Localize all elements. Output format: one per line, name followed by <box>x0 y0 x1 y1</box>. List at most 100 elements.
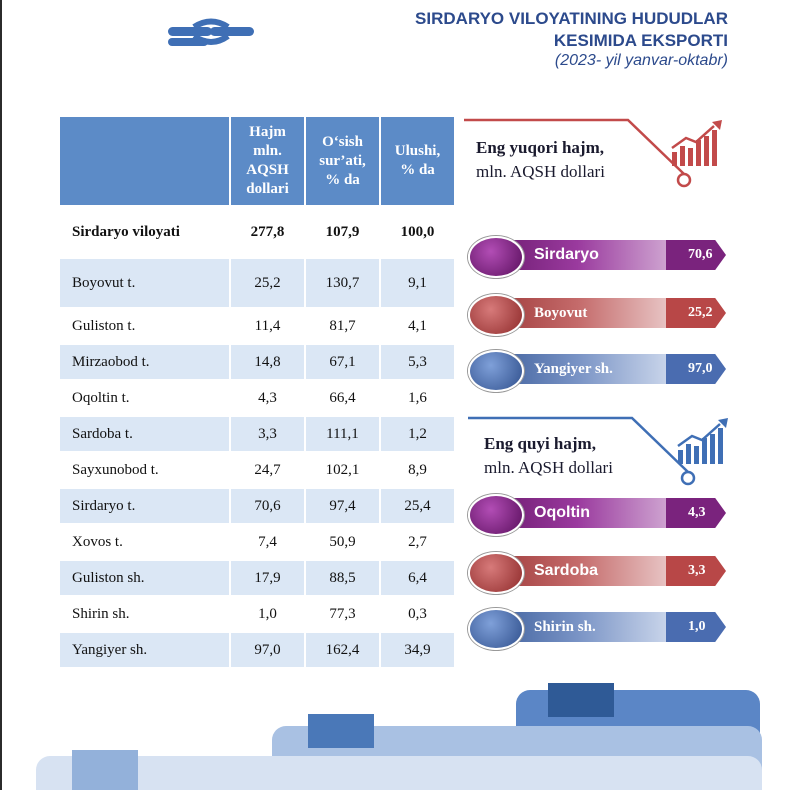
cell-growth: 97,4 <box>305 487 381 524</box>
cell-growth: 107,9 <box>305 205 381 258</box>
ribbon-value-box <box>666 498 726 528</box>
table-row: Oqoltin t. 4,3 66,4 1,6 <box>60 379 456 416</box>
cell-growth: 111,1 <box>305 415 381 452</box>
page-title: SIRDARYO VILOYATINING HUDUDLAR KESIMIDA … <box>415 9 728 50</box>
table-row: Sirdaryo t. 70,6 97,4 25,4 <box>60 487 456 524</box>
cell-volume: 7,4 <box>230 523 306 560</box>
rising-bar-chart-icon <box>677 418 728 464</box>
cell-share: 0,3 <box>380 595 456 632</box>
cell-volume: 17,9 <box>230 559 306 596</box>
ribbon-circle-icon <box>468 608 524 650</box>
cell-share: 6,4 <box>380 559 456 596</box>
rising-bar-chart-icon <box>671 120 722 166</box>
table-row: Yangiyer sh. 97,0 162,4 34,9 <box>60 631 456 667</box>
ribbon-circle-icon <box>468 294 524 336</box>
ribbon-label: Shirin sh. <box>534 619 596 635</box>
cell-name: Sardoba t. <box>60 415 231 452</box>
cell-volume: 11,4 <box>230 307 306 344</box>
ribbon-label: Oqoltin <box>534 504 590 521</box>
cell-share: 100,0 <box>380 205 456 258</box>
cell-growth: 162,4 <box>305 631 381 667</box>
ribbon-value-box <box>666 556 726 586</box>
table-row: Guliston t. 11,4 81,7 4,1 <box>60 307 456 344</box>
ribbon-label: Sirdaryo <box>534 246 599 263</box>
ribbon-value-box <box>666 612 726 642</box>
bottom-ribbon-2: Sardoba 3,3 <box>468 552 748 594</box>
header-share: Ulushi,% da <box>380 117 456 206</box>
cell-share: 34,9 <box>380 631 456 667</box>
cell-volume: 25,2 <box>230 257 306 308</box>
page-left-border <box>0 0 2 790</box>
ribbon-value: 25,2 <box>688 305 713 320</box>
footer-step-tab-3 <box>548 683 614 717</box>
cell-share: 4,1 <box>380 307 456 344</box>
ribbon-value: 1,0 <box>688 619 706 634</box>
ribbon-circle-icon <box>468 236 524 278</box>
export-table: Hajm mln. AQSH dollari O‘sish sur’ati, % da… <box>60 117 456 667</box>
cell-growth: 88,5 <box>305 559 381 596</box>
table-row: Boyovut t. 25,2 130,7 9,1 <box>60 257 456 308</box>
cell-name: Mirzaobod t. <box>60 343 231 380</box>
cell-volume: 24,7 <box>230 451 306 488</box>
cell-growth: 102,1 <box>305 451 381 488</box>
bottom-callout-title: Eng quyi hajm, mln. AQSH dollari <box>484 434 613 477</box>
cell-share: 1,2 <box>380 415 456 452</box>
top-ribbon-1: Sirdaryo 70,6 <box>468 236 748 278</box>
cell-volume: 97,0 <box>230 631 306 667</box>
table-row: Sardoba t. 3,3 111,1 1,2 <box>60 415 456 452</box>
cell-name: Sirdaryo viloyati <box>60 205 231 258</box>
cell-volume: 70,6 <box>230 487 306 524</box>
ribbon-label: Sardoba <box>534 562 599 579</box>
cell-name: Yangiyer sh. <box>60 631 231 667</box>
bottom-callout-connector <box>468 416 696 486</box>
cell-name: Boyovut t. <box>60 257 231 308</box>
ribbon-value: 97,0 <box>688 361 713 376</box>
cell-name: Oqoltin t. <box>60 379 231 416</box>
cell-volume: 4,3 <box>230 379 306 416</box>
ribbon-label: Yangiyer sh. <box>534 361 613 377</box>
cell-growth: 130,7 <box>305 257 381 308</box>
cell-growth: 66,4 <box>305 379 381 416</box>
header-volume: Hajm mln. AQSH dollari <box>230 117 306 206</box>
top-callout-connector <box>464 118 692 188</box>
cell-volume: 14,8 <box>230 343 306 380</box>
ribbon-circle-icon <box>468 350 524 392</box>
ribbon-label: Boyovut <box>534 305 588 321</box>
footer-step-1 <box>36 756 762 790</box>
ribbon-value-box <box>666 354 726 384</box>
cell-share: 25,4 <box>380 487 456 524</box>
ribbon-value: 3,3 <box>688 563 706 578</box>
table-row: Sayxunobod t. 24,7 102,1 8,9 <box>60 451 456 488</box>
ribbon-value: 70,6 <box>688 247 713 262</box>
page-subtitle: (2023- yil yanvar-oktabr) <box>554 52 728 69</box>
table-row: Shirin sh. 1,0 77,3 0,3 <box>60 595 456 632</box>
ribbon-circle-icon <box>468 552 524 594</box>
footer-step-tab-1 <box>72 750 138 790</box>
ribbon-circle-icon <box>468 494 524 536</box>
cell-name: Sirdaryo t. <box>60 487 231 524</box>
cell-name: Xovos t. <box>60 523 231 560</box>
chain-link-logo-icon <box>168 18 254 46</box>
table-row: Mirzaobod t. 14,8 67,1 5,3 <box>60 343 456 380</box>
cell-share: 5,3 <box>380 343 456 380</box>
cell-volume: 1,0 <box>230 595 306 632</box>
header-growth: O‘sish sur’ati, % da <box>305 117 381 206</box>
cell-volume: 277,8 <box>230 205 306 258</box>
cell-name: Guliston t. <box>60 307 231 344</box>
top-ribbon-2: Boyovut 25,2 <box>468 294 748 336</box>
cell-name: Guliston sh. <box>60 559 231 596</box>
table-header-row: Hajm mln. AQSH dollari O‘sish sur’ati, % da… <box>60 117 456 206</box>
bottom-ribbon-3: Shirin sh. 1,0 <box>468 608 748 650</box>
footer-step-tab-2 <box>308 714 374 748</box>
top-ribbon-3: Yangiyer sh. 97,0 <box>468 350 748 392</box>
ribbon-value: 4,3 <box>688 505 706 520</box>
table-row: Guliston sh. 17,9 88,5 6,4 <box>60 559 456 596</box>
cell-share: 2,7 <box>380 523 456 560</box>
top-callout-title: Eng yuqori hajm, mln. AQSH dollari <box>476 138 605 181</box>
bottom-ribbon-1: Oqoltin 4,3 <box>468 494 748 536</box>
table-row: Xovos t. 7,4 50,9 2,7 <box>60 523 456 560</box>
cell-growth: 81,7 <box>305 307 381 344</box>
cell-share: 1,6 <box>380 379 456 416</box>
cell-share: 9,1 <box>380 257 456 308</box>
ribbon-value-box <box>666 240 726 270</box>
